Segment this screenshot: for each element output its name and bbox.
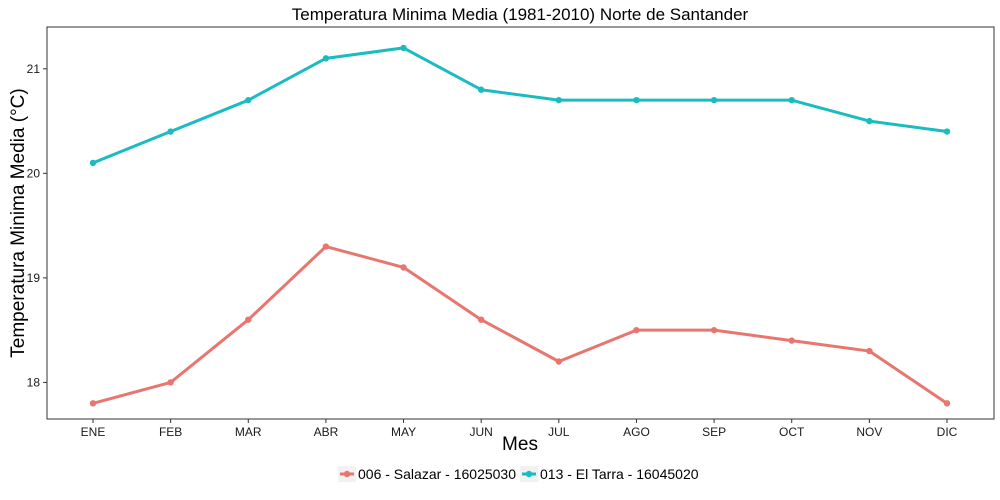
x-tick-label: MAR	[235, 425, 262, 439]
x-tick-label: NOV	[856, 425, 882, 439]
data-point	[555, 96, 563, 104]
legend-key-point	[343, 470, 351, 478]
data-point	[167, 128, 174, 135]
data-point	[633, 96, 640, 104]
x-tick-label: MAY	[391, 425, 416, 439]
x-axis-title: Mes	[502, 434, 538, 455]
data-point	[245, 316, 252, 323]
data-point	[866, 347, 873, 355]
y-tick-label: 19	[27, 271, 41, 285]
series-line	[92, 245, 948, 405]
data-point	[477, 86, 485, 93]
y-axis-title: Temperatura Minima Media (°C)	[8, 88, 29, 357]
x-tick-label: FEB	[159, 425, 182, 439]
data-point	[89, 400, 97, 407]
y-tick-label: 18	[27, 375, 41, 389]
data-point	[89, 159, 97, 167]
legend-label: 006 - Salazar - 16025030	[358, 466, 516, 482]
legend-key-point	[525, 470, 533, 478]
data-point	[555, 358, 563, 365]
data-point	[788, 96, 795, 104]
data-point	[322, 243, 330, 250]
data-point	[633, 326, 640, 334]
plot-panel	[46, 26, 995, 420]
data-point	[400, 264, 407, 271]
legend-item: 006 - Salazar - 16025030	[338, 466, 516, 482]
x-tick-label: SEP	[702, 425, 726, 439]
data-point	[710, 326, 718, 334]
legend: 006 - Salazar - 16025030 013 - El Tarra -…	[338, 466, 699, 482]
x-tick-label: ENE	[81, 425, 106, 439]
data-point	[943, 400, 951, 407]
data-point	[788, 337, 795, 344]
y-tick-label: 20	[27, 166, 41, 180]
data-point	[477, 316, 485, 323]
x-axis: ENE FEB MAR ABR MAY JUN JUL AGO SEP OCT NOV DIC	[81, 419, 958, 439]
series-2	[89, 44, 951, 167]
y-tick-label: 21	[27, 62, 41, 76]
data-point	[245, 96, 252, 104]
legend-item: 013 - El Tarra - 16045020	[520, 466, 699, 482]
chart-title: Temperatura Minima Media (1981-2010) Nor…	[292, 5, 749, 24]
x-tick-label: JUL	[548, 425, 570, 439]
x-tick-label: OCT	[779, 425, 805, 439]
data-point	[400, 44, 407, 52]
series-1	[89, 243, 951, 407]
data-point	[943, 128, 951, 135]
series-line	[92, 46, 948, 165]
data-point	[167, 379, 174, 386]
x-tick-label: JUN	[470, 425, 493, 439]
data-point	[322, 55, 330, 62]
x-tick-label: AGO	[623, 425, 650, 439]
data-point	[866, 117, 873, 125]
x-tick-label: ABR	[314, 425, 339, 439]
y-axis: 18 19 20 21	[27, 62, 47, 389]
x-tick-label: DIC	[937, 425, 958, 439]
legend-label: 013 - El Tarra - 16045020	[540, 466, 699, 482]
data-point	[710, 96, 718, 104]
series-layer	[89, 44, 951, 407]
